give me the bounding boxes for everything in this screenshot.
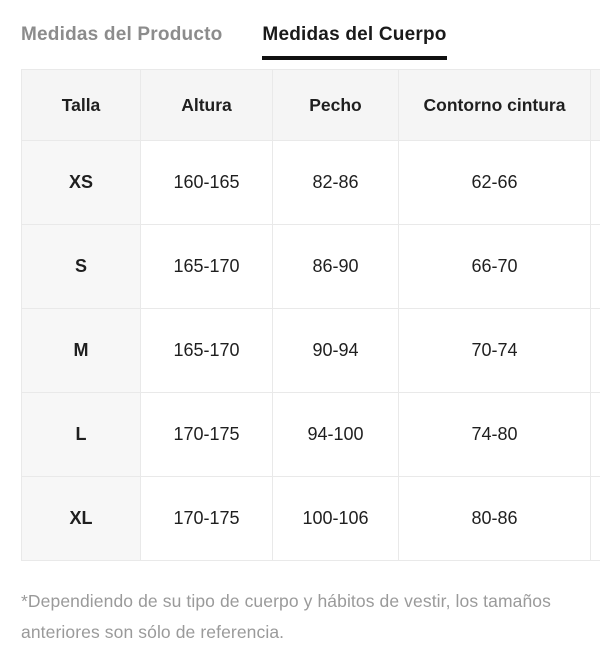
size-label-cell: M xyxy=(21,308,141,393)
contorno-value-cell: 80-86 xyxy=(398,476,591,561)
size-table: Talla Altura Pecho Contorno cintura XS 1… xyxy=(21,69,600,561)
extra-clipped-cell xyxy=(590,476,600,561)
pecho-value-cell: 100-106 xyxy=(272,476,399,561)
column-header-pecho: Pecho xyxy=(272,69,399,141)
size-label-cell: XL xyxy=(21,476,141,561)
column-header-extra-clipped xyxy=(590,69,600,141)
altura-value-cell: 160-165 xyxy=(140,140,273,225)
column-header-talla: Talla xyxy=(21,69,141,141)
reference-footnote: *Dependiendo de su tipo de cuerpo y hábi… xyxy=(21,591,551,642)
contorno-value-cell: 66-70 xyxy=(398,224,591,309)
extra-clipped-cell xyxy=(590,308,600,393)
table-header-row: Talla Altura Pecho Contorno cintura xyxy=(21,69,600,141)
tab-bar: Medidas del Producto Medidas del Cuerpo xyxy=(0,0,600,60)
contorno-value-cell: 74-80 xyxy=(398,392,591,477)
size-label-cell: XS xyxy=(21,140,141,225)
altura-value-cell: 170-175 xyxy=(140,392,273,477)
altura-value-cell: 165-170 xyxy=(140,224,273,309)
contorno-value-cell: 62-66 xyxy=(398,140,591,225)
size-label-cell: L xyxy=(21,392,141,477)
pecho-value-cell: 90-94 xyxy=(272,308,399,393)
table-row-xl: XL 170-175 100-106 80-86 xyxy=(21,476,600,561)
pecho-value-cell: 82-86 xyxy=(272,140,399,225)
altura-value-cell: 165-170 xyxy=(140,308,273,393)
table-row-m: M 165-170 90-94 70-74 xyxy=(21,308,600,393)
extra-clipped-cell xyxy=(590,392,600,477)
altura-value-cell: 170-175 xyxy=(140,476,273,561)
pecho-value-cell: 94-100 xyxy=(272,392,399,477)
tab-medidas-del-cuerpo[interactable]: Medidas del Cuerpo xyxy=(262,24,447,60)
column-header-altura: Altura xyxy=(140,69,273,141)
table-row-l: L 170-175 94-100 74-80 xyxy=(21,392,600,477)
column-header-contorno: Contorno cintura xyxy=(398,69,591,141)
extra-clipped-cell xyxy=(590,140,600,225)
pecho-value-cell: 86-90 xyxy=(272,224,399,309)
table-row-xs: XS 160-165 82-86 62-66 xyxy=(21,140,600,225)
tab-medidas-del-producto[interactable]: Medidas del Producto xyxy=(21,24,223,45)
size-label-cell: S xyxy=(21,224,141,309)
table-row-s: S 165-170 86-90 66-70 xyxy=(21,224,600,309)
size-table-container: Talla Altura Pecho Contorno cintura XS 1… xyxy=(0,69,600,561)
contorno-value-cell: 70-74 xyxy=(398,308,591,393)
extra-clipped-cell xyxy=(590,224,600,309)
